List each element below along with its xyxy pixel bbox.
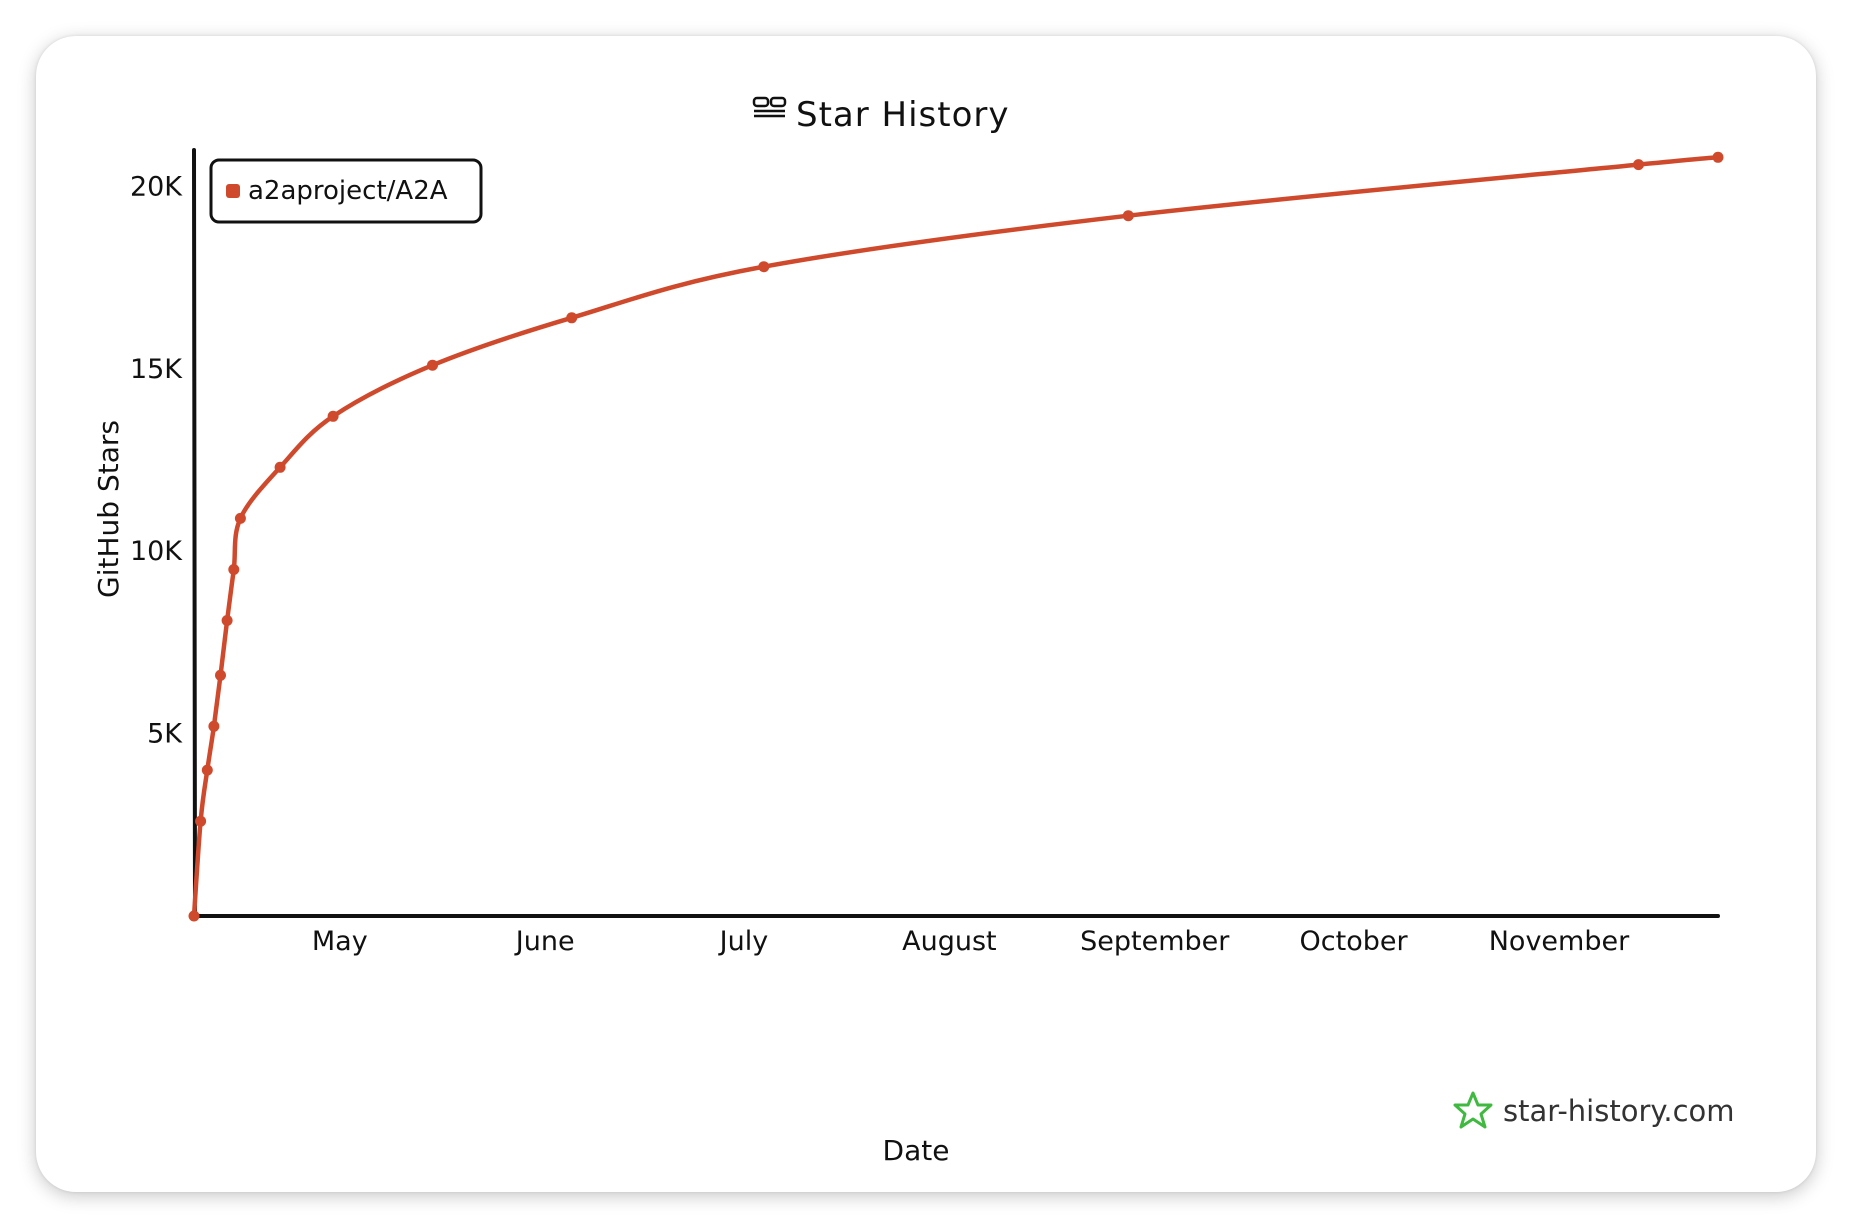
x-tick-group: May June July August September October Novembe… (312, 926, 1630, 957)
x-tick-label: May (312, 926, 368, 957)
watermark: star-history.com (1453, 1091, 1735, 1129)
data-point (1122, 210, 1134, 222)
legend-label-a2aproject-a2a: a2aproject/A2A (248, 176, 448, 206)
x-axis-label: Date (883, 1134, 950, 1167)
legend: a2aproject/A2A (209, 158, 483, 224)
star-history-mark-icon (752, 96, 787, 118)
x-tick-label: September (1080, 926, 1230, 957)
x-tick-label: August (902, 926, 997, 957)
data-point (228, 564, 240, 575)
data-point (274, 461, 286, 473)
data-point (1633, 159, 1644, 171)
y-tick-label: 5K (147, 719, 183, 750)
data-point (215, 669, 226, 681)
x-axis-line (192, 913, 1720, 918)
x-tick-label: November (1489, 926, 1630, 957)
x-tick-label: October (1300, 926, 1409, 957)
x-tick-label: June (514, 926, 575, 957)
data-point (195, 815, 207, 827)
data-point (1712, 151, 1724, 163)
chart-title: Star History (796, 95, 1010, 135)
chart-title-group: Star History (752, 95, 1010, 135)
y-tick-group: 5K 10K 15K 20K (130, 171, 183, 749)
y-axis-line (191, 148, 197, 918)
star-history-chart: Star History GitHub Stars Date 5K 10K 15K 2… (92, 95, 1735, 1167)
star-history-logo-icon (1453, 1091, 1493, 1129)
legend-box (209, 158, 483, 224)
data-point (201, 764, 213, 776)
y-tick-label: 10K (130, 536, 183, 567)
data-point (208, 720, 220, 732)
data-point (234, 512, 246, 524)
watermark-text: star-history.com (1503, 1094, 1735, 1128)
data-point (221, 615, 233, 626)
series-line-a2aproject-a2a (191, 155, 1721, 919)
legend-swatch (226, 184, 240, 198)
series-layer (188, 151, 1724, 922)
y-tick-label: 20K (130, 171, 183, 202)
data-point (566, 312, 578, 324)
y-tick-label: 15K (130, 354, 183, 385)
x-tick-label: July (718, 926, 769, 957)
data-point (758, 261, 770, 273)
y-axis-label: GitHub Stars (92, 420, 125, 598)
data-point (327, 410, 339, 422)
data-point (427, 359, 438, 371)
data-point (188, 910, 200, 922)
chart-card: Star History GitHub Stars Date 5K 10K 15K 2… (36, 36, 1816, 1192)
